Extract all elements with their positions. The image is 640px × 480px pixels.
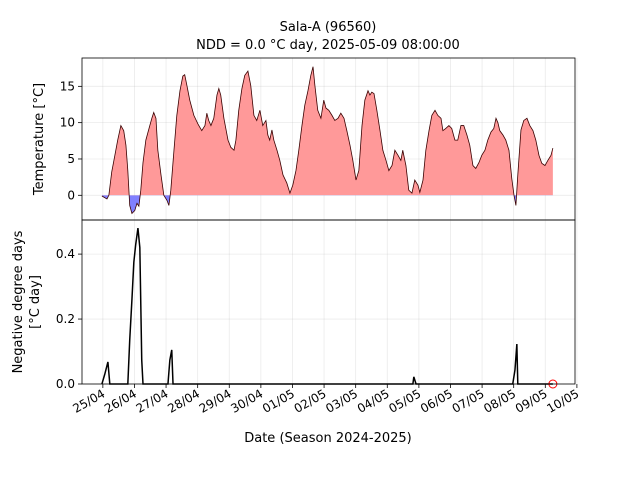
x-tick-label: 26/04	[102, 386, 139, 415]
x-tick-label: 05/05	[386, 386, 423, 415]
x-tick-label: 04/05	[355, 386, 392, 415]
chart-title: Sala-A (96560)	[280, 20, 377, 35]
line	[101, 66, 554, 215]
axes-frame	[81, 219, 576, 385]
y-tick-label: 0.0	[56, 377, 75, 391]
y-tick-label: 0	[67, 188, 75, 202]
line	[101, 228, 553, 385]
x-tick-label: 28/04	[165, 386, 202, 415]
x-tick-label: 01/05	[260, 386, 297, 415]
x-tick-label: 30/04	[228, 386, 265, 415]
x-tick-label: 06/05	[418, 386, 455, 415]
x-tick-label: 25/04	[70, 386, 107, 415]
y-axis-label: Temperature [°C]	[32, 83, 47, 196]
x-tick-label: 08/05	[481, 386, 518, 415]
y-tick-label: 5	[67, 152, 75, 166]
x-tick-label: 29/04	[197, 386, 234, 415]
y-axis-label: [°C day]	[28, 275, 43, 329]
y-tick-label: 0.2	[56, 312, 75, 326]
x-tick-label: 03/05	[323, 386, 360, 415]
y-tick-label: 15	[60, 79, 75, 93]
chart-subtitle: NDD = 0.0 °C day, 2025-05-09 08:00:00	[196, 38, 460, 53]
x-tick-label: 10/05	[544, 386, 581, 415]
y-axis-label: Negative degree days	[11, 230, 26, 373]
x-tick-label: 07/05	[450, 386, 487, 415]
y-tick-label: 10	[60, 116, 75, 130]
x-axis-label: Date (Season 2024-2025)	[244, 431, 412, 446]
y-tick-label: 0.4	[56, 247, 75, 261]
x-tick-label: 27/04	[134, 386, 171, 415]
x-tick-label: 02/05	[292, 386, 329, 415]
area-above	[101, 66, 553, 196]
x-tick-label: 09/05	[513, 386, 550, 415]
